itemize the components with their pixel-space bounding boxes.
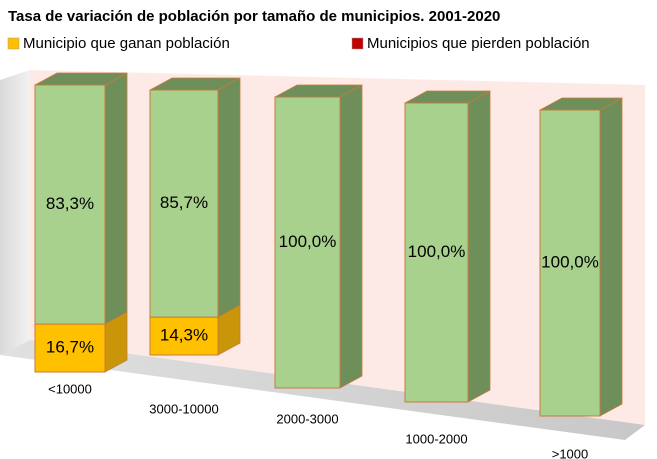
bar-top [274, 84, 363, 98]
floor [0, 340, 645, 440]
bar [34, 323, 106, 373]
value-label: 85,7% [160, 193, 208, 212]
bar-side [217, 77, 241, 318]
bar [149, 89, 219, 318]
legend-label: Municipio que ganan población [23, 35, 230, 52]
chart-title: Tasa de variación de población por tamañ… [8, 8, 500, 25]
bar-side [339, 84, 363, 389]
value-label: 16,7% [46, 338, 94, 357]
x-tick-label: >1000 [552, 446, 589, 459]
x-tick-label: 3000-10000 [149, 401, 218, 416]
value-label: 14,3% [160, 326, 208, 345]
value-label: 100,0% [408, 242, 466, 261]
bar [274, 96, 341, 389]
bar-side [104, 72, 128, 325]
bar-top [539, 97, 623, 111]
legend-swatch [7, 37, 20, 50]
legend: Municipio que ganan población Municipios … [7, 35, 590, 52]
bar [149, 316, 219, 356]
bar-side [599, 97, 623, 417]
left-wall [0, 70, 30, 355]
legend-swatch [351, 37, 364, 50]
value-label: 100,0% [279, 232, 337, 251]
bar [539, 109, 601, 417]
value-label: 83,3% [46, 194, 94, 213]
bar-top [404, 90, 491, 104]
value-label: 100,0% [541, 252, 599, 271]
bar-side [467, 90, 491, 403]
x-tick-label: <10000 [48, 381, 92, 396]
x-tick-label: 2000-3000 [276, 411, 338, 426]
bar-top [34, 72, 128, 86]
x-tick-label: 1000-2000 [405, 431, 467, 446]
legend-label: Municipios que pierden población [367, 35, 590, 52]
bar-top [149, 77, 241, 91]
